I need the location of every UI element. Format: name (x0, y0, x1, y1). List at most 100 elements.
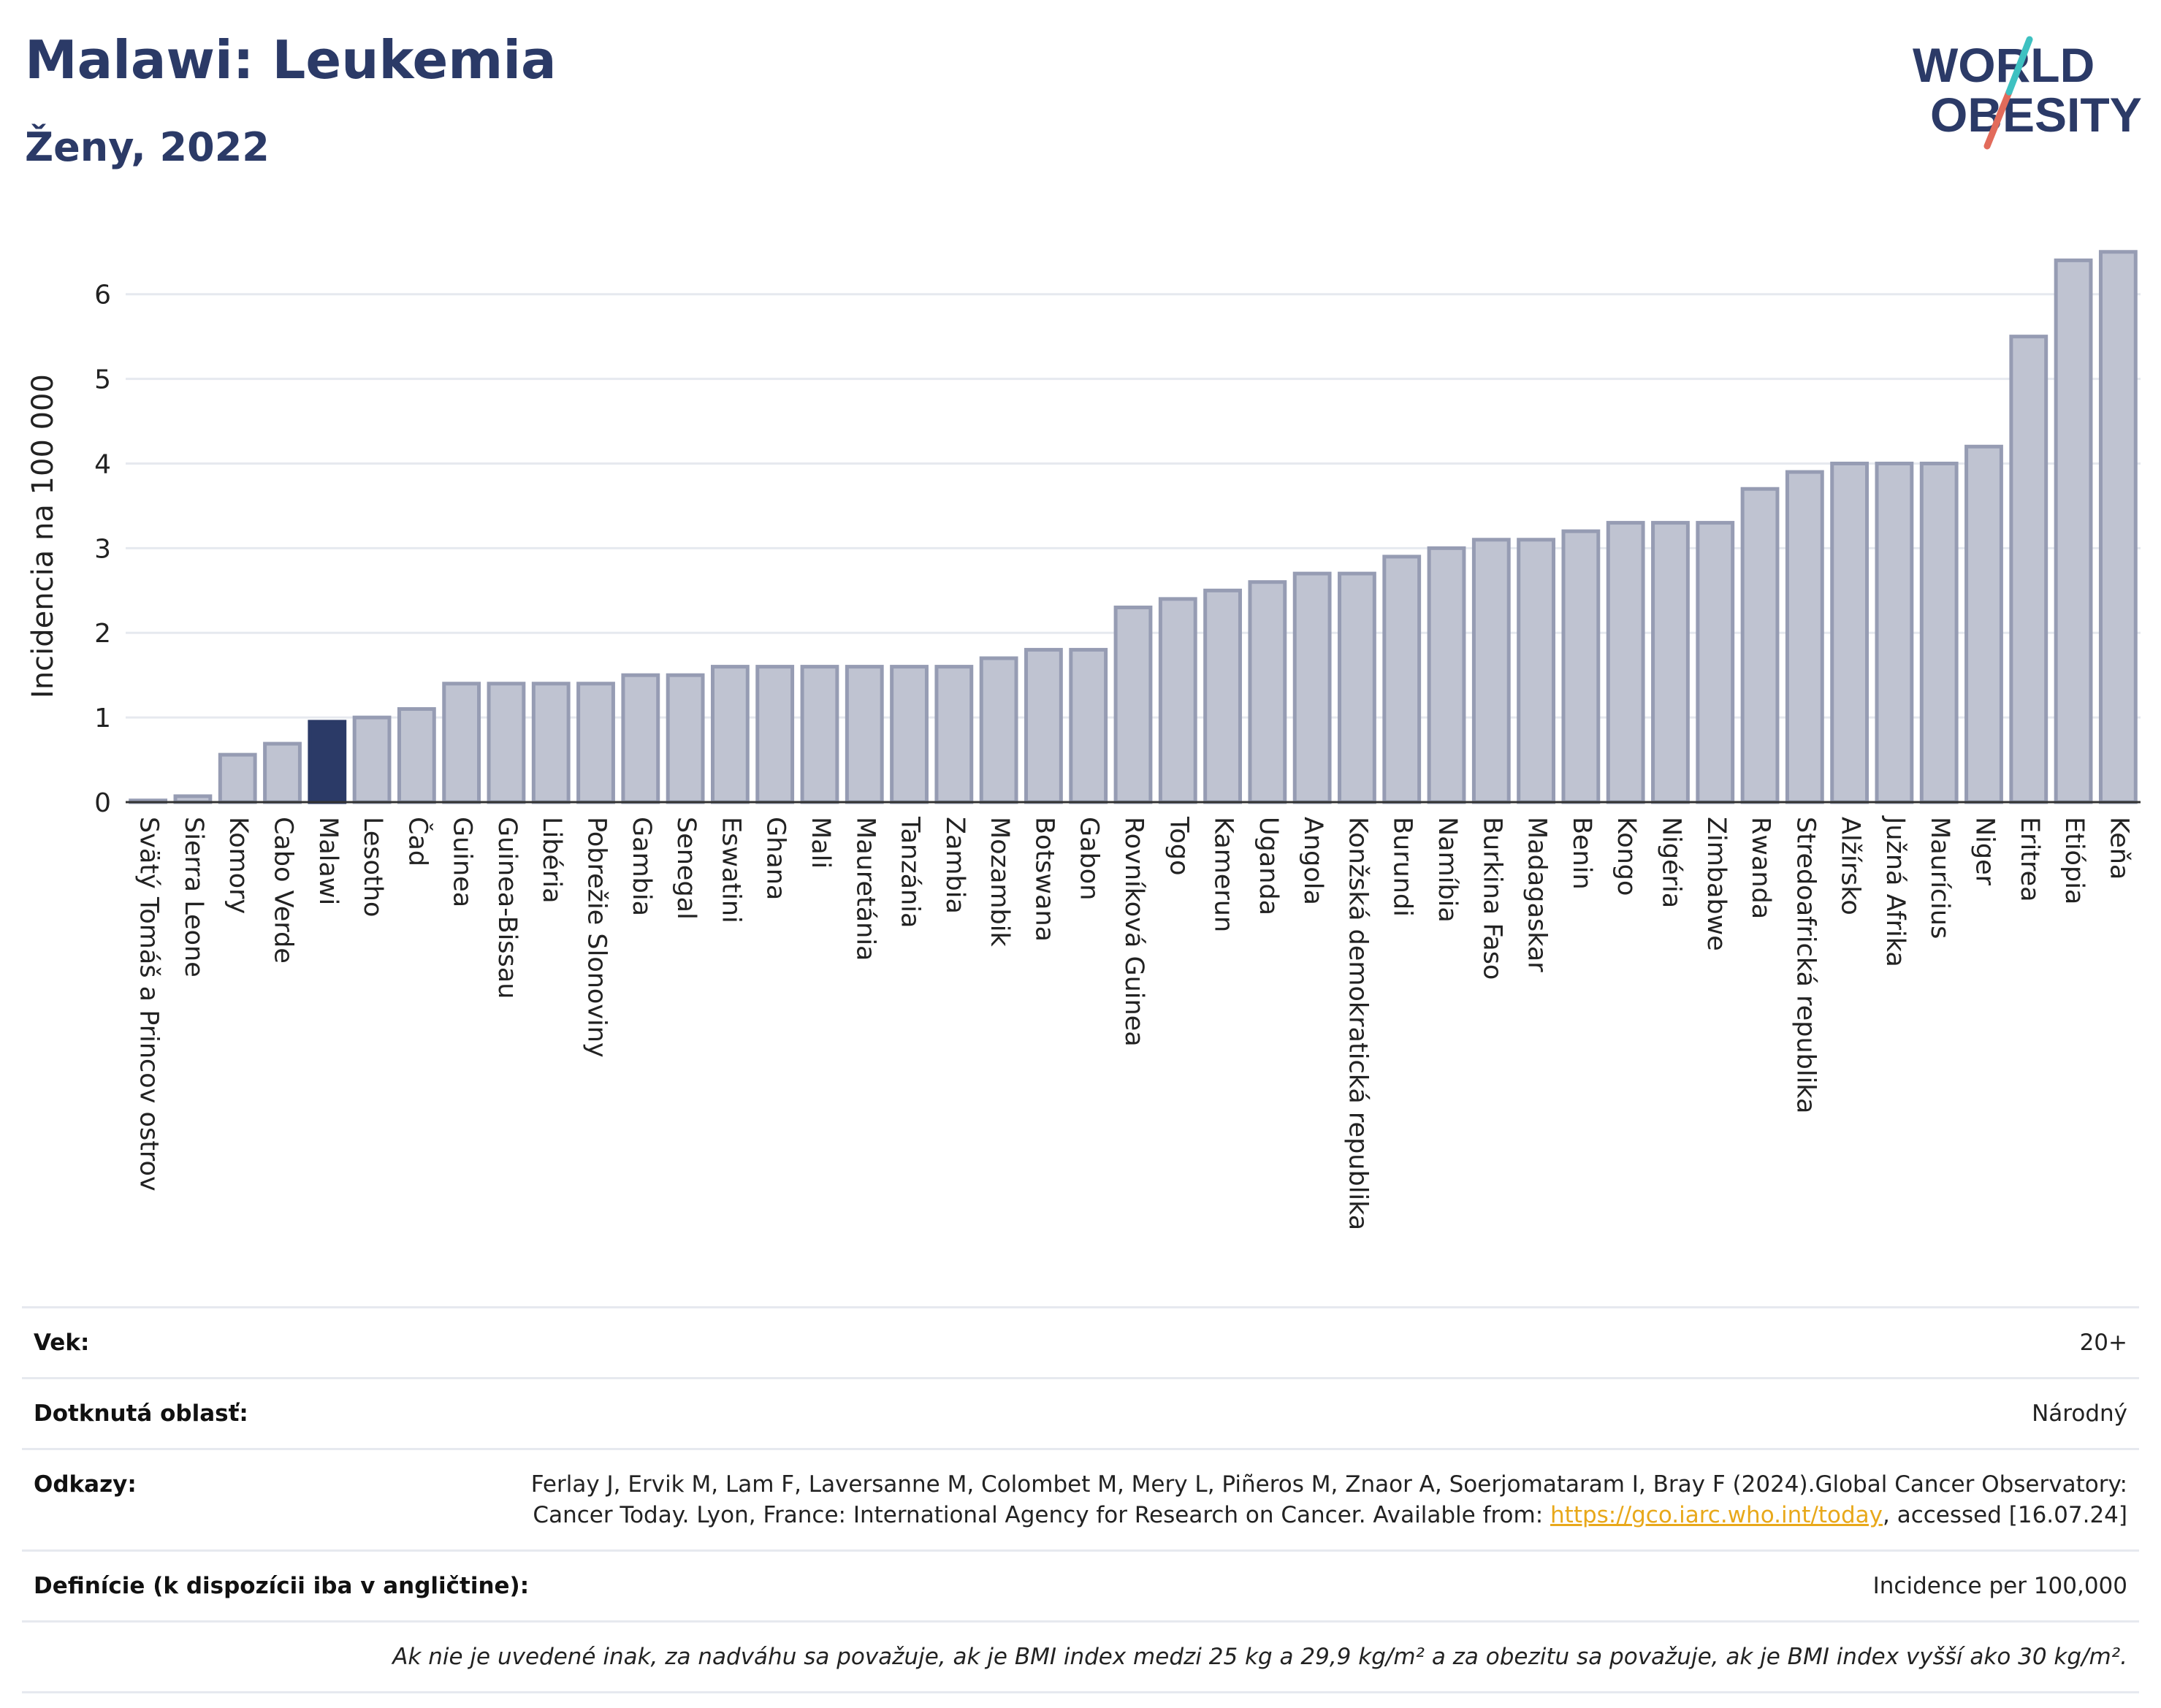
y-tick-label: 4 (94, 449, 111, 479)
x-tick-label: Mali (806, 817, 835, 869)
x-tick-label: Ghana (761, 817, 790, 900)
references-text-2: , accessed [16.07.24] (1882, 1502, 2127, 1528)
x-axis-labels: Svätý Tomáš a Princov ostrov Sierra Leone… (134, 815, 2134, 1230)
bar-24 (1203, 588, 1242, 804)
bar-32 (1561, 529, 1601, 804)
x-tick-label: Benin (1567, 817, 1596, 890)
bar-2 (218, 752, 257, 804)
age-value: 20+ (2079, 1330, 2127, 1356)
bmi-note: Ak nie je uvedené inak, za nadváhu sa po… (392, 1644, 2127, 1670)
y-axis-label: Incidencia na 100 000 (26, 374, 60, 698)
bars (129, 250, 2138, 804)
bar-29 (1427, 546, 1466, 804)
bar-13 (710, 665, 750, 804)
x-tick-label: Maurícius (1925, 817, 1954, 939)
x-tick-label: Madagaskar (1522, 817, 1552, 972)
bar-18 (934, 665, 974, 804)
logo-line2: OBESITY (1930, 88, 2142, 142)
area-label: Dotknutá oblasť: (34, 1400, 248, 1427)
definitions-label: Definície (k dispozícii iba v angličtine… (34, 1573, 530, 1599)
logo-line1: WORLD (1913, 38, 2095, 92)
bar-25 (1248, 580, 1287, 804)
bar-44 (2098, 250, 2138, 804)
x-tick-label: Uganda (1254, 817, 1283, 915)
x-tick-label: Namíbia (1433, 817, 1462, 923)
x-tick-label: Konžská demokratická republika (1343, 817, 1372, 1230)
bar-chart: 0 1 2 3 4 5 6 Svätý Tomáš a Princov ostrov Sier… (26, 250, 2141, 1230)
area-value: Národný (2032, 1400, 2127, 1427)
x-tick-label: Svätý Tomáš a Princov ostrov (134, 817, 164, 1192)
x-tick-label: Sierra Leone (179, 817, 208, 977)
bar-20 (1024, 647, 1063, 804)
references-text-1: Ferlay J, Ervik M, Lam F, Laversanne M, … (530, 1471, 2127, 1528)
bar-40 (1919, 461, 1959, 804)
logo-slash-red (1983, 88, 2013, 150)
x-tick-label: Gambia (627, 817, 656, 916)
x-tick-label: Južná Afrika (1880, 815, 1910, 967)
x-tick-label: Botswana (1029, 817, 1059, 942)
y-tick-label: 2 (94, 619, 111, 649)
references-link[interactable]: https://gco.iarc.who.int/today (1550, 1502, 1883, 1528)
x-tick-label: Senegal (671, 817, 701, 920)
bar-22 (1113, 605, 1153, 804)
bar-42 (2009, 335, 2048, 804)
bar-35 (1696, 521, 1735, 804)
bar-7 (442, 682, 481, 804)
x-tick-label: Keňa (2104, 817, 2133, 880)
bar-31 (1517, 538, 1556, 804)
bar-39 (1875, 461, 1914, 804)
bar-6 (397, 707, 436, 804)
x-tick-label: Pobrežie Slonoviny (582, 817, 611, 1058)
bar-3 (263, 741, 302, 804)
bar-15 (800, 665, 839, 804)
chart-title: Malawi: Leukemia (25, 29, 557, 91)
bar-10 (576, 682, 615, 804)
x-tick-label: Stredoafrická republika (1791, 817, 1820, 1113)
meta-row-age: Vek: 20+ (22, 1306, 2139, 1377)
bar-19 (979, 656, 1018, 804)
references-value: Ferlay J, Ervik M, Lam F, Laversanne M, … (484, 1469, 2127, 1530)
x-tick-label: Kongo (1612, 817, 1641, 896)
bar-17 (890, 665, 929, 804)
bar-4 (308, 720, 347, 804)
x-tick-label: Tanzánia (896, 816, 925, 928)
bar-33 (1606, 521, 1645, 804)
logo-slash-teal (2005, 36, 2033, 96)
definitions-value: Incidence per 100,000 (1872, 1573, 2127, 1599)
x-tick-label: Mauretánia (850, 817, 880, 961)
world-obesity-logo: WORLD OBESITY (1913, 36, 2142, 150)
meta-row-definitions: Definície (k dispozícii iba v angličtine… (22, 1549, 2139, 1620)
x-tick-label: Alžírsko (1836, 817, 1865, 915)
y-tick-label: 1 (94, 704, 111, 733)
x-tick-label: Čad (403, 817, 433, 866)
meta-row-note: Ak nie je uvedené inak, za nadváhu sa po… (22, 1620, 2139, 1693)
x-tick-label: Eswatini (716, 817, 745, 923)
x-tick-label: Burundi (1388, 817, 1417, 917)
bar-36 (1740, 487, 1780, 804)
bar-41 (1964, 444, 2003, 804)
references-label: Odkazy: (34, 1471, 137, 1498)
x-tick-label: Nigéria (1656, 817, 1685, 908)
x-tick-label: Niger (1970, 817, 1999, 886)
meta-row-references: Odkazy: Ferlay J, Ervik M, Lam F, Lavers… (22, 1448, 2139, 1549)
x-tick-label: Guinea-Bissau (492, 817, 522, 999)
bar-34 (1651, 521, 1690, 804)
y-tick-label: 5 (94, 365, 111, 395)
bar-12 (666, 673, 705, 804)
y-axis-ticks: 0 1 2 3 4 5 6 (94, 281, 111, 818)
x-tick-label: Rovníková Guinea (1119, 817, 1148, 1047)
x-tick-label: Guinea (448, 817, 477, 907)
x-tick-label: Rwanda (1746, 817, 1775, 919)
x-tick-label: Gabon (1075, 817, 1104, 900)
bar-37 (1785, 470, 1824, 804)
x-tick-label: Lesotho (358, 817, 387, 917)
meta-row-area: Dotknutá oblasť: Národný (22, 1377, 2139, 1448)
bar-38 (1830, 461, 1870, 804)
x-tick-label: Libéria (537, 817, 566, 904)
bar-11 (621, 673, 660, 804)
bar-30 (1471, 538, 1511, 804)
x-tick-label: Zimbabwe (1701, 817, 1731, 951)
bar-8 (487, 682, 526, 804)
y-tick-label: 6 (94, 281, 111, 310)
bar-21 (1069, 647, 1108, 804)
